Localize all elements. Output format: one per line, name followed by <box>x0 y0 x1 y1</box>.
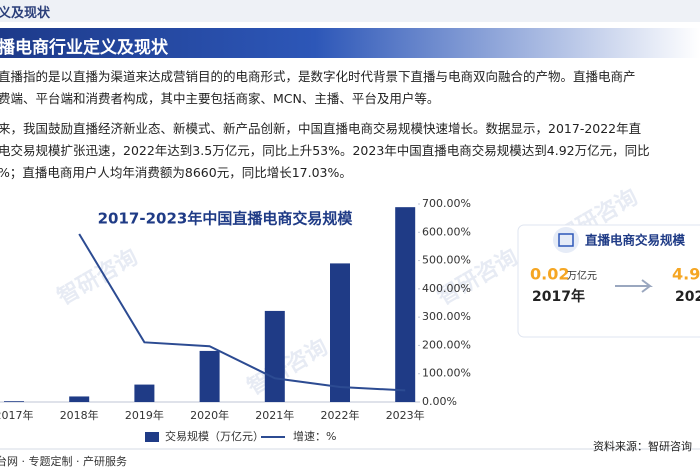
x-tick-label: 2019年 <box>125 408 164 422</box>
summary-card <box>517 224 700 338</box>
y2-tick-label: 700.00% <box>422 197 471 210</box>
watermark: 智研咨询 <box>53 244 142 311</box>
paragraph-line: 来，我国鼓励直播经济新业态、新模式、新产品创新，中国直播电商交易规模快速增长。数… <box>0 121 642 136</box>
card-start-value: 0.02 <box>530 265 569 284</box>
paragraph-line: %；直播电商用户人均年消费额为8660元，同比增长17.03%。 <box>0 165 352 180</box>
paragraph-line: 直播指的是以直播为渠道来达成营销目的的电商形式，是数字化时代背景下直播与电商双向… <box>0 69 636 84</box>
y2-tick-label: 0.00% <box>422 395 457 408</box>
footer-services: 台网 · 专题定制 · 产研服务 <box>0 454 127 468</box>
card-arrow <box>615 279 653 293</box>
x-tick-label: 2021年 <box>255 408 294 422</box>
paragraph-line: 电交易规模扩张迅速，2022年达到3.5万亿元，同比上升53%。2023年中国直… <box>0 143 650 158</box>
card-icon <box>558 233 574 247</box>
card-end-year: 2023年 <box>675 288 700 305</box>
page-title: 播电商行业定义及现状 <box>0 38 168 58</box>
bar <box>395 207 416 402</box>
chart-title: 2017-2023年中国直播电商交易规模 <box>98 210 354 228</box>
bar <box>264 310 285 402</box>
bar <box>69 396 90 402</box>
bar <box>199 350 220 402</box>
x-tick-label: 2022年 <box>321 408 360 422</box>
bar <box>330 263 350 402</box>
breadcrumb: 义及现状 <box>0 6 51 21</box>
x-tick-label: 2023年 <box>386 408 425 422</box>
legend-swatch <box>145 432 159 442</box>
legend-label: 交易规模（万亿元） <box>165 429 264 443</box>
source: 资料来源：智研咨询 <box>593 439 692 453</box>
x-tick-label: 2018年 <box>60 408 99 422</box>
bar <box>4 401 24 402</box>
growth-line <box>78 233 406 392</box>
card-end-value: 4.92 <box>672 265 700 284</box>
paragraph-line: 费端、平台端和消费者构成，其中主要包括商家、MCN、主播、平台及用户等。 <box>0 91 440 106</box>
y2-tick-label: 100.00% <box>422 367 471 380</box>
y2-tick-label: 600.00% <box>422 225 471 238</box>
x-tick-label: 2020年 <box>190 408 229 422</box>
top-bar <box>0 0 700 22</box>
card-unit: 万亿元 <box>567 269 597 282</box>
watermark: 智研咨询 <box>243 334 332 401</box>
bar <box>134 384 155 402</box>
card-title: 直播电商交易规模 <box>585 233 686 248</box>
legend-label: 增速：% <box>293 429 336 443</box>
y2-tick-label: 300.00% <box>422 310 471 323</box>
x-tick-label: 2017年 <box>0 408 34 422</box>
card-icon <box>553 227 579 253</box>
y2-tick-label: 500.00% <box>422 254 471 267</box>
y2-tick-label: 200.00% <box>422 338 471 351</box>
card-start-year: 2017年 <box>532 288 585 305</box>
y2-tick-label: 400.00% <box>422 282 471 295</box>
title-bar <box>0 28 700 58</box>
